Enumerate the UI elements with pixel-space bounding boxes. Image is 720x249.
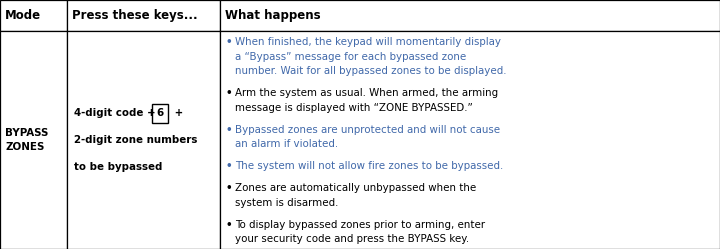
Text: number. Wait for all bypassed zones to be displayed.: number. Wait for all bypassed zones to b… bbox=[235, 66, 507, 76]
Bar bbox=[67, 31, 220, 249]
Text: The system will not allow fire zones to be bypassed.: The system will not allow fire zones to … bbox=[235, 161, 504, 171]
Text: •: • bbox=[225, 183, 232, 193]
Text: To display bypassed zones prior to arming, enter: To display bypassed zones prior to armin… bbox=[235, 220, 485, 230]
Text: 2-digit zone numbers: 2-digit zone numbers bbox=[74, 135, 197, 145]
Text: Mode: Mode bbox=[5, 9, 41, 22]
Text: to be bypassed: to be bypassed bbox=[74, 162, 163, 172]
Text: Bypassed zones are unprotected and will not cause: Bypassed zones are unprotected and will … bbox=[235, 125, 500, 135]
Bar bbox=[152, 104, 168, 123]
Text: a “Bypass” message for each bypassed zone: a “Bypass” message for each bypassed zon… bbox=[235, 52, 467, 62]
Text: 6: 6 bbox=[157, 108, 163, 118]
Text: message is displayed with “ZONE BYPASSED.”: message is displayed with “ZONE BYPASSED… bbox=[235, 103, 473, 113]
Text: What happens: What happens bbox=[225, 9, 320, 22]
Bar bbox=[220, 0, 720, 31]
Bar bbox=[220, 31, 720, 249]
Text: Zones are automatically unbypassed when the: Zones are automatically unbypassed when … bbox=[235, 183, 477, 193]
Bar bbox=[0, 0, 67, 31]
Text: •: • bbox=[225, 161, 232, 171]
Text: +: + bbox=[171, 108, 183, 118]
Text: •: • bbox=[225, 125, 232, 135]
Text: •: • bbox=[225, 88, 232, 98]
Bar bbox=[0, 31, 67, 249]
Text: •: • bbox=[225, 220, 232, 230]
Text: 4-digit code +: 4-digit code + bbox=[74, 108, 159, 118]
Text: BYPASS
ZONES: BYPASS ZONES bbox=[5, 128, 48, 152]
Text: system is disarmed.: system is disarmed. bbox=[235, 198, 339, 208]
Text: •: • bbox=[225, 37, 232, 47]
Text: Press these keys...: Press these keys... bbox=[72, 9, 197, 22]
Text: your security code and press the BYPASS key.: your security code and press the BYPASS … bbox=[235, 234, 469, 244]
Text: When finished, the keypad will momentarily display: When finished, the keypad will momentari… bbox=[235, 37, 501, 47]
Text: Arm the system as usual. When armed, the arming: Arm the system as usual. When armed, the… bbox=[235, 88, 498, 98]
Bar bbox=[67, 0, 220, 31]
Text: an alarm if violated.: an alarm if violated. bbox=[235, 139, 338, 149]
